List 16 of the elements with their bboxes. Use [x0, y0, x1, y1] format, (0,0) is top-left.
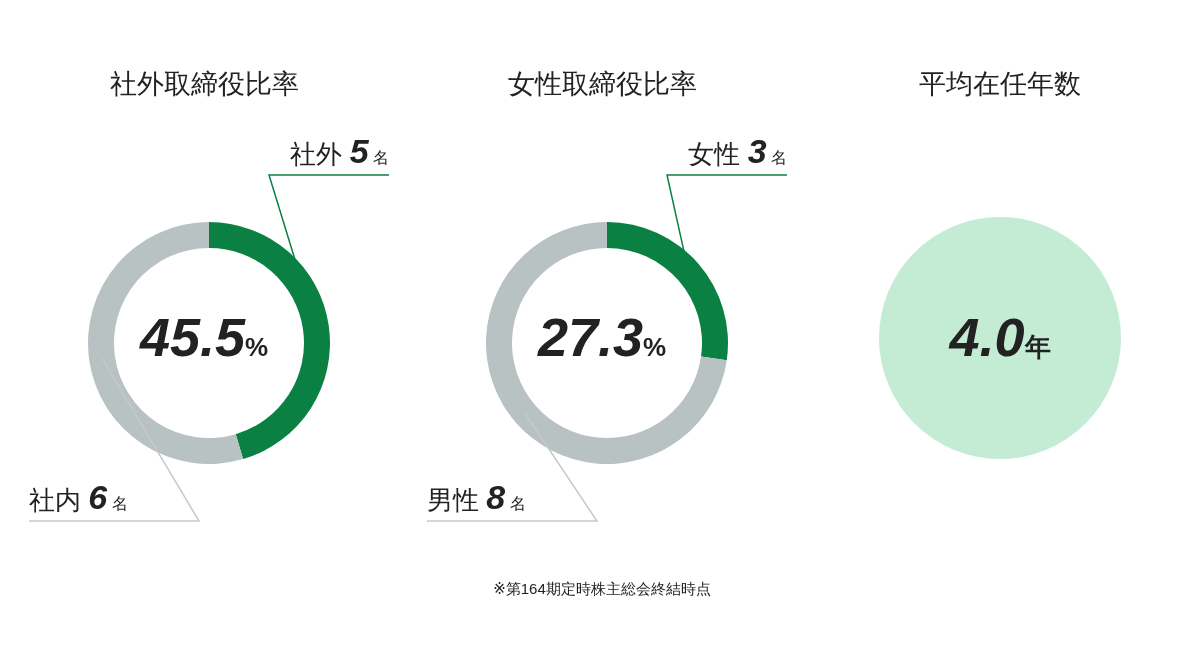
text: 平均在任年数 [918, 68, 1082, 101]
slice-label: 女性 [688, 139, 748, 169]
data-label: 5名 [349, 132, 389, 170]
donut-slice [486, 222, 727, 464]
text: 4.0年 [948, 307, 1051, 367]
text: 27.3% [536, 307, 667, 367]
slice-label: 社内 [29, 485, 89, 515]
donut-slice [88, 222, 244, 464]
data-label: 3名 [747, 132, 787, 170]
slice-label: 社外 [290, 139, 350, 169]
slice-label: 男性 [427, 485, 487, 515]
text: 45.5% [138, 307, 269, 367]
chart-title: 女性取締役比率 [506, 68, 698, 101]
data-label: 6名 [88, 478, 128, 516]
text: ※第164期定時株主総会終結時点 [492, 580, 712, 599]
chart-title: 社外取締役比率 [108, 68, 300, 101]
